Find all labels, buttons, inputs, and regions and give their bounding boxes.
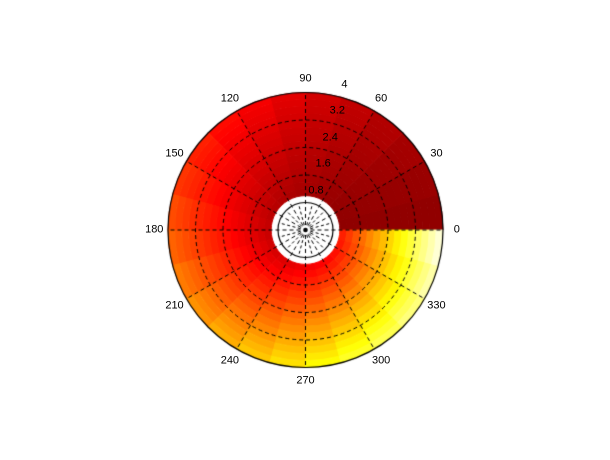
angle-tick-label-150: 150 — [165, 147, 184, 160]
radius-tick-label-2.4: 2.4 — [322, 131, 338, 144]
radius-tick-label-4: 4 — [341, 78, 348, 91]
angle-tick-label-300: 300 — [371, 354, 391, 367]
angle-tick-label-180: 180 — [145, 223, 164, 236]
radius-tick-label-1.6: 1.6 — [315, 157, 331, 170]
angle-tick-label-0: 0 — [453, 223, 460, 236]
angle-tick-label-330: 330 — [427, 299, 446, 312]
angle-tick-label-60: 60 — [375, 92, 388, 105]
angle-tick-label-210: 210 — [165, 299, 184, 312]
angle-tick-label-90: 90 — [299, 72, 312, 85]
angle-tick-label-240: 240 — [220, 354, 240, 367]
angle-tick-label-120: 120 — [220, 92, 240, 105]
angle-tick-label-270: 270 — [296, 374, 315, 387]
radius-tick-label-0.8: 0.8 — [308, 184, 324, 197]
angle-tick-label-30: 30 — [430, 147, 443, 160]
radius-tick-label-3.2: 3.2 — [329, 104, 345, 117]
